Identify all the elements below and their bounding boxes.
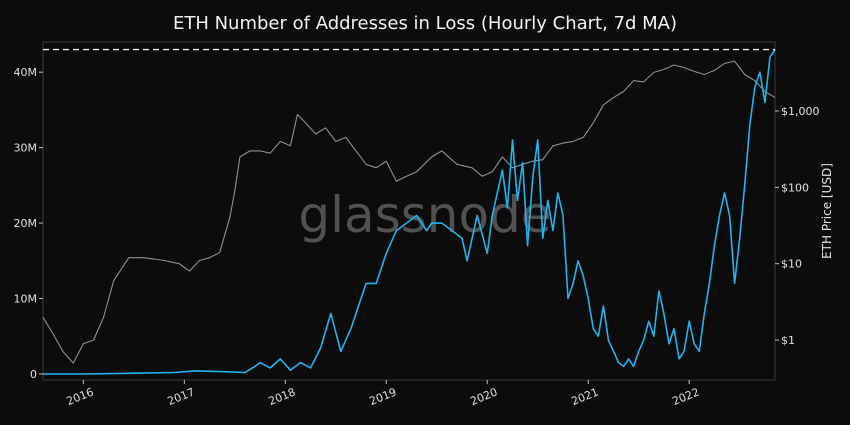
series-line-price [42, 60, 776, 364]
chart-title: ETH Number of Addresses in Loss (Hourly … [173, 13, 677, 34]
plot-frame [42, 41, 776, 381]
series-line-addresses [43, 49, 776, 375]
y2-axis-label: ETH Price [USD] [820, 163, 834, 259]
axis-layer: 0 10M 20M 30M 40M $1 $10 $100 $1,000 2016 2017 2018… [14, 66, 820, 408]
y2-tick-label: $10 [781, 258, 802, 271]
y-tick-label: 20M [14, 217, 38, 230]
x-tick-label: 2017 [166, 385, 197, 408]
y-tick-label: 40M [14, 66, 38, 79]
x-tick-label: 2018 [267, 385, 298, 408]
series-layer [42, 49, 776, 375]
y2-tick-label: $100 [781, 181, 809, 194]
y2-tick-label: $1 [781, 334, 795, 347]
y-tick-label: 10M [14, 293, 38, 306]
y2-tick-label: $1,000 [781, 105, 820, 118]
x-tick-label: 2022 [670, 385, 701, 408]
y-tick-label: 0 [30, 368, 37, 381]
watermark: glassnode [298, 186, 551, 244]
y-tick-label: 30M [14, 142, 38, 155]
x-tick-label: 2021 [569, 385, 600, 408]
x-tick-label: 2020 [469, 385, 500, 408]
x-tick-label: 2019 [368, 385, 399, 408]
x-tick-label: 2016 [65, 385, 96, 408]
